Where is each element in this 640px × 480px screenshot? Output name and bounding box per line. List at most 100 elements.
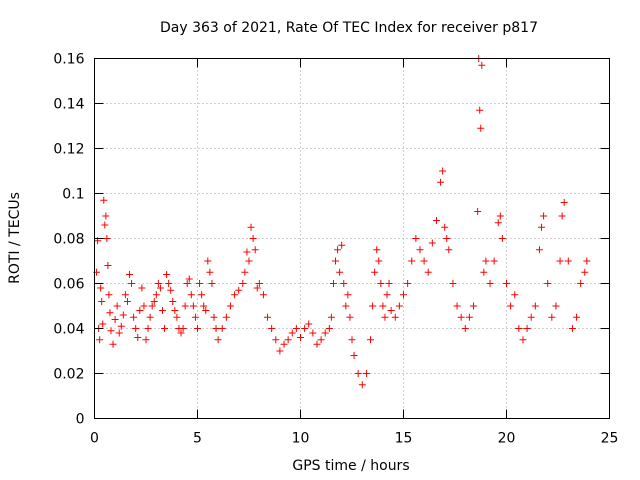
- data-point: [577, 280, 585, 287]
- data-point: [138, 284, 146, 292]
- data-point: [99, 320, 107, 328]
- data-point: [130, 313, 138, 321]
- data-point: [241, 268, 249, 276]
- data-point: [552, 302, 560, 310]
- y-tick-label: 0: [76, 412, 85, 428]
- data-point: [191, 313, 199, 321]
- data-point: [391, 313, 399, 321]
- data-points: [93, 55, 591, 389]
- data-point: [437, 178, 445, 186]
- data-point: [346, 313, 354, 321]
- data-point: [428, 239, 436, 247]
- y-tick-label: 0.14: [53, 97, 84, 113]
- data-point: [249, 235, 257, 242]
- data-point: [253, 284, 261, 292]
- data-point: [140, 302, 148, 310]
- data-point: [519, 336, 527, 344]
- y-tick-label: 0.06: [53, 277, 84, 293]
- data-point: [194, 325, 201, 332]
- data-point: [568, 325, 576, 332]
- data-point: [560, 199, 568, 206]
- data-point: [288, 329, 296, 337]
- data-point: [340, 280, 348, 287]
- data-point: [163, 271, 171, 278]
- data-point: [358, 381, 366, 389]
- data-point: [142, 336, 150, 344]
- chart-title: Day 363 of 2021, Rate Of TEC Index for r…: [160, 20, 538, 36]
- data-point: [148, 302, 156, 310]
- data-point: [152, 291, 160, 299]
- data-point: [558, 212, 566, 220]
- data-point: [144, 325, 152, 332]
- y-axis-label: ROTI / TECUs: [7, 192, 23, 284]
- data-point: [210, 313, 218, 321]
- data-point: [443, 235, 451, 242]
- data-point: [408, 257, 416, 265]
- y-tick-label: 0.04: [53, 322, 84, 338]
- data-point: [564, 257, 572, 265]
- data-point: [111, 316, 119, 323]
- data-point: [165, 280, 173, 287]
- data-point: [117, 322, 125, 330]
- data-point: [449, 280, 457, 287]
- data-point: [156, 284, 164, 292]
- data-point: [98, 298, 106, 305]
- data-point: [362, 370, 370, 377]
- x-axis-label: GPS time / hours: [292, 458, 409, 474]
- data-point: [486, 280, 494, 287]
- data-point: [540, 212, 548, 220]
- data-point: [202, 307, 210, 314]
- data-point: [239, 280, 247, 287]
- data-point: [498, 235, 506, 242]
- data-point: [208, 280, 216, 287]
- data-point: [161, 325, 169, 332]
- x-tick-label: 25: [601, 431, 619, 447]
- data-point: [424, 268, 432, 276]
- data-point: [183, 280, 191, 287]
- data-point: [400, 291, 407, 299]
- data-point: [381, 313, 389, 321]
- data-point: [123, 298, 131, 305]
- data-point: [385, 280, 393, 287]
- data-point: [348, 336, 356, 344]
- data-point: [531, 302, 539, 310]
- data-point: [97, 284, 105, 292]
- data-point: [573, 313, 581, 321]
- data-point: [158, 307, 166, 314]
- grid-lines: [94, 58, 610, 419]
- data-point: [420, 257, 428, 265]
- data-point: [214, 336, 222, 344]
- data-point: [457, 313, 465, 321]
- data-point: [169, 298, 177, 305]
- data-point: [179, 325, 187, 332]
- data-point: [583, 257, 591, 265]
- data-point: [535, 246, 543, 254]
- data-point: [338, 241, 346, 249]
- y-tick-label: 0.12: [53, 142, 84, 158]
- y-tick-label: 0.1: [62, 187, 84, 203]
- data-point: [379, 302, 387, 310]
- data-point: [255, 280, 263, 287]
- data-point: [344, 291, 352, 299]
- data-point: [325, 325, 333, 332]
- data-point: [465, 313, 473, 321]
- data-point: [181, 302, 189, 310]
- data-point: [556, 257, 564, 265]
- x-tick-label: 10: [292, 431, 310, 447]
- data-point: [367, 336, 375, 344]
- data-point: [470, 302, 478, 310]
- data-point: [297, 334, 304, 341]
- data-point: [272, 336, 280, 344]
- data-point: [100, 196, 108, 204]
- data-point: [218, 325, 226, 332]
- data-point: [251, 246, 259, 254]
- data-point: [268, 325, 276, 332]
- data-point: [441, 223, 449, 231]
- data-point: [173, 313, 181, 321]
- data-point: [187, 291, 195, 299]
- data-point: [115, 329, 123, 337]
- data-point: [222, 313, 230, 321]
- data-point: [243, 248, 251, 256]
- data-point: [107, 327, 115, 335]
